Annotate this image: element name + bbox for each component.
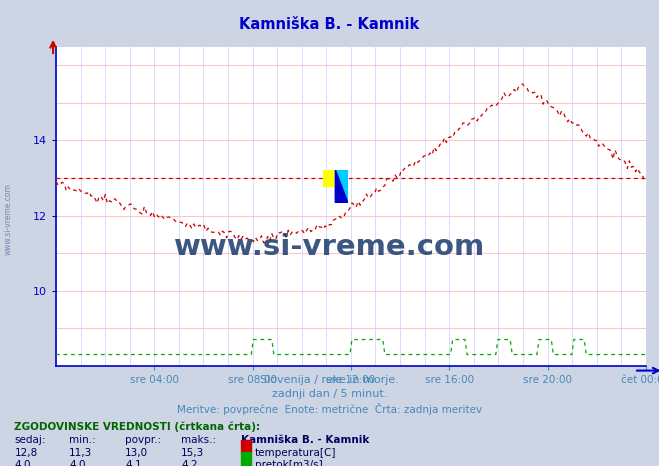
- Text: 15,3: 15,3: [181, 448, 204, 458]
- Text: ZGODOVINSKE VREDNOSTI (črtkana črta):: ZGODOVINSKE VREDNOSTI (črtkana črta):: [14, 422, 260, 432]
- Text: 4,1: 4,1: [125, 460, 142, 466]
- Text: 4,0: 4,0: [14, 460, 31, 466]
- Text: www.si-vreme.com: www.si-vreme.com: [174, 233, 485, 261]
- Text: temperatura[C]: temperatura[C]: [255, 448, 337, 458]
- Text: 13,0: 13,0: [125, 448, 148, 458]
- Text: 12,8: 12,8: [14, 448, 38, 458]
- Text: Meritve: povprečne  Enote: metrične  Črta: zadnja meritev: Meritve: povprečne Enote: metrične Črta:…: [177, 403, 482, 415]
- Text: Slovenija / reke in morje.: Slovenija / reke in morje.: [260, 375, 399, 385]
- Text: 4,0: 4,0: [69, 460, 86, 466]
- Text: zadnji dan / 5 minut.: zadnji dan / 5 minut.: [272, 389, 387, 399]
- Text: 4,2: 4,2: [181, 460, 198, 466]
- Polygon shape: [335, 170, 348, 203]
- Text: min.:: min.:: [69, 435, 96, 445]
- Text: Kamniška B. - Kamnik: Kamniška B. - Kamnik: [241, 435, 369, 445]
- Text: 11,3: 11,3: [69, 448, 92, 458]
- Text: pretok[m3/s]: pretok[m3/s]: [255, 460, 323, 466]
- Text: povpr.:: povpr.:: [125, 435, 161, 445]
- Text: sedaj:: sedaj:: [14, 435, 46, 445]
- Bar: [335, 186, 348, 203]
- Bar: [335, 170, 348, 186]
- Polygon shape: [335, 170, 348, 203]
- Text: www.si-vreme.com: www.si-vreme.com: [4, 183, 13, 255]
- Bar: [323, 170, 335, 186]
- Text: maks.:: maks.:: [181, 435, 216, 445]
- Text: Kamniška B. - Kamnik: Kamniška B. - Kamnik: [239, 17, 420, 32]
